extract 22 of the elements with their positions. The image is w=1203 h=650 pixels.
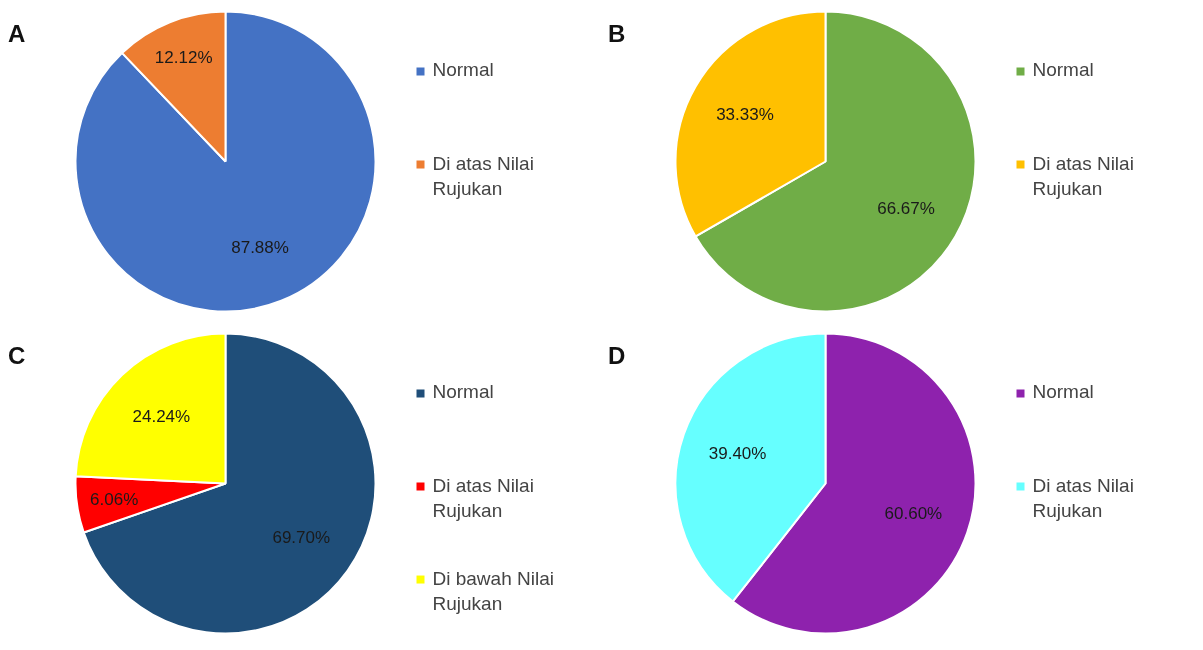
data-label: 69.70% xyxy=(272,527,331,547)
data-label: 87.88% xyxy=(231,238,289,258)
chart-title: A xyxy=(8,20,26,48)
legend-label: Normal xyxy=(1032,59,1094,81)
legend-label: Di atas Nilai Rujukan xyxy=(1032,152,1134,199)
legend-label: Di atas Nilai Rujukan xyxy=(1032,474,1134,521)
legend-label: Di atas Nilai Rujukan xyxy=(432,152,534,199)
legend-label: Di bawah Nilai Rujukan xyxy=(432,567,554,614)
data-label: 12.12% xyxy=(154,47,213,67)
data-label: 60.60% xyxy=(884,504,943,524)
legend-label: Normal xyxy=(1032,381,1094,403)
data-label: 6.06% xyxy=(90,490,139,509)
data-label: 33.33% xyxy=(716,105,774,125)
data-label: 39.40% xyxy=(708,443,767,463)
legend-label: Normal xyxy=(432,59,494,81)
data-label: 66.67% xyxy=(877,198,935,218)
chart-title: C xyxy=(8,342,26,370)
chart-title: B xyxy=(608,20,626,48)
data-label: 24.24% xyxy=(132,406,191,426)
legend-label: Di atas Nilai Rujukan xyxy=(432,474,534,521)
chart-title: D xyxy=(608,342,626,370)
legend-label: Normal xyxy=(432,381,494,403)
